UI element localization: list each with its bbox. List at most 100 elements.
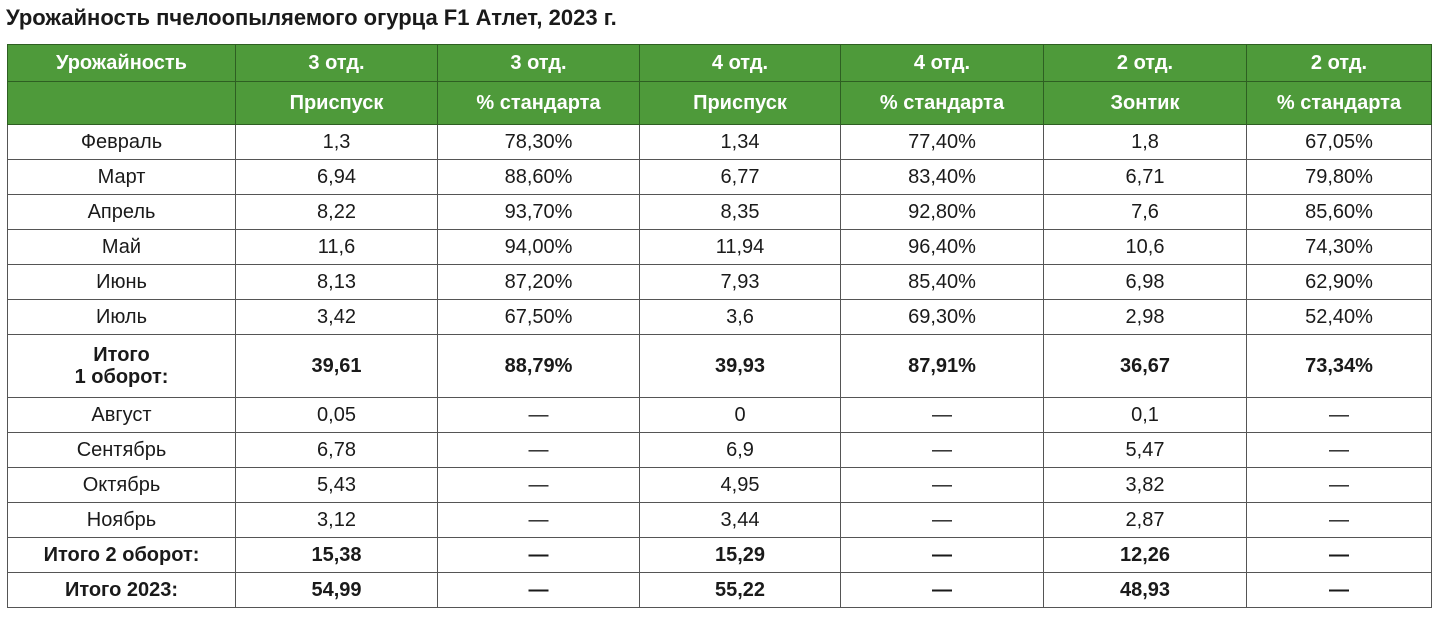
- table-cell: —: [1246, 432, 1432, 468]
- header-cell: % стандарта: [840, 81, 1044, 125]
- row-label-cell: Итого 1 оборот:: [7, 334, 236, 398]
- table-cell: 6,71: [1043, 159, 1247, 195]
- table-cell: 6,9: [639, 432, 841, 468]
- table-cell: 87,91%: [840, 334, 1044, 398]
- table-cell: 6,94: [235, 159, 438, 195]
- row-label-cell: Июль: [7, 299, 236, 335]
- table-cell: —: [437, 397, 640, 433]
- table-row: Итого 2023: 54,99—55,22—48,93—: [7, 572, 1432, 608]
- table-cell: 73,34%: [1246, 334, 1432, 398]
- row-label-cell: Сентябрь: [7, 432, 236, 468]
- table-cell: 1,3: [235, 124, 438, 160]
- table-cell: 88,79%: [437, 334, 640, 398]
- table-cell: 3,6: [639, 299, 841, 335]
- row-label-cell: Итого 2 оборот:: [7, 537, 236, 573]
- table-cell: 79,80%: [1246, 159, 1432, 195]
- table-cell: 15,29: [639, 537, 841, 573]
- table-cell: 1,8: [1043, 124, 1247, 160]
- table-cell: 48,93: [1043, 572, 1247, 608]
- header-cell: 2 отд.: [1246, 44, 1432, 82]
- table-row: Ноябрь 3,12—3,44—2,87—: [7, 502, 1432, 538]
- table-row: Итого 2 оборот: 15,38—15,29—12,26—: [7, 537, 1432, 573]
- table-row: Апрель 8,22 93,70% 8,35 92,80% 7,6 85,60%: [7, 194, 1432, 230]
- table-cell: 7,93: [639, 264, 841, 300]
- table-cell: 0,05: [235, 397, 438, 433]
- table-row: Февраль 1,3 78,30% 1,34 77,40% 1,8 67,05%: [7, 124, 1432, 160]
- yield-table: Урожайность 3 отд. 3 отд. 4 отд. 4 отд. …: [7, 44, 1432, 608]
- table-row: Итого 1 оборот: 39,61 88,79% 39,93 87,91% 36,6…: [7, 334, 1432, 398]
- row-label-cell: Итого 2023:: [7, 572, 236, 608]
- table-cell: 8,13: [235, 264, 438, 300]
- table-cell: 67,50%: [437, 299, 640, 335]
- header-cell: 4 отд.: [639, 44, 841, 82]
- header-row-1: Урожайность 3 отд. 3 отд. 4 отд. 4 отд. …: [7, 44, 1432, 82]
- table-cell: 87,20%: [437, 264, 640, 300]
- table-cell: 5,47: [1043, 432, 1247, 468]
- table-cell: —: [437, 432, 640, 468]
- table-cell: 67,05%: [1246, 124, 1432, 160]
- table-cell: 78,30%: [437, 124, 640, 160]
- table-row: Сентябрь 6,78—6,9—5,47—: [7, 432, 1432, 468]
- table-cell: 69,30%: [840, 299, 1044, 335]
- row-label-cell: Апрель: [7, 194, 236, 230]
- table-cell: 52,40%: [1246, 299, 1432, 335]
- table-cell: —: [1246, 397, 1432, 433]
- table-cell: 6,77: [639, 159, 841, 195]
- table-cell: 85,40%: [840, 264, 1044, 300]
- row-label-cell: Март: [7, 159, 236, 195]
- table-cell: 8,35: [639, 194, 841, 230]
- table-header: Урожайность 3 отд. 3 отд. 4 отд. 4 отд. …: [7, 44, 1432, 125]
- table-cell: 94,00%: [437, 229, 640, 265]
- table-cell: 77,40%: [840, 124, 1044, 160]
- table-cell: 5,43: [235, 467, 438, 503]
- header-cell: Приспуск: [639, 81, 841, 125]
- table-row: Май 11,6 94,00% 11,94 96,40% 10,6 74,30%: [7, 229, 1432, 265]
- row-label-cell: Май: [7, 229, 236, 265]
- row-label-cell: Июнь: [7, 264, 236, 300]
- table-cell: 11,6: [235, 229, 438, 265]
- table-cell: 88,60%: [437, 159, 640, 195]
- table-cell: 6,98: [1043, 264, 1247, 300]
- header-cell: Приспуск: [235, 81, 438, 125]
- table-cell: 85,60%: [1246, 194, 1432, 230]
- table-cell: 4,95: [639, 467, 841, 503]
- table-cell: 54,99: [235, 572, 438, 608]
- table-cell: —: [437, 467, 640, 503]
- header-cell: [7, 81, 236, 125]
- table-cell: 93,70%: [437, 194, 640, 230]
- table-cell: 39,61: [235, 334, 438, 398]
- table-cell: 3,12: [235, 502, 438, 538]
- table-cell: 92,80%: [840, 194, 1044, 230]
- table-cell: —: [840, 572, 1044, 608]
- table-cell: 12,26: [1043, 537, 1247, 573]
- table-cell: 8,22: [235, 194, 438, 230]
- table-cell: 3,44: [639, 502, 841, 538]
- table-cell: —: [840, 467, 1044, 503]
- header-cell: Урожайность: [7, 44, 236, 82]
- table-cell: 3,82: [1043, 467, 1247, 503]
- row-label-cell: Февраль: [7, 124, 236, 160]
- header-cell: % стандарта: [437, 81, 640, 125]
- table-cell: —: [437, 502, 640, 538]
- table-cell: 62,90%: [1246, 264, 1432, 300]
- table-cell: 2,87: [1043, 502, 1247, 538]
- row-label-cell: Ноябрь: [7, 502, 236, 538]
- header-cell: 4 отд.: [840, 44, 1044, 82]
- table-cell: 3,42: [235, 299, 438, 335]
- table-row: Март 6,94 88,60% 6,77 83,40% 6,71 79,80%: [7, 159, 1432, 195]
- table-cell: 39,93: [639, 334, 841, 398]
- table-cell: 96,40%: [840, 229, 1044, 265]
- header-cell: % стандарта: [1246, 81, 1432, 125]
- header-cell: 3 отд.: [437, 44, 640, 82]
- table-cell: —: [840, 502, 1044, 538]
- table-row: Июль 3,42 67,50% 3,6 69,30% 2,98 52,40%: [7, 299, 1432, 335]
- table-cell: —: [1246, 537, 1432, 573]
- row-label-cell: Август: [7, 397, 236, 433]
- table-cell: 15,38: [235, 537, 438, 573]
- row-label-cell: Октябрь: [7, 467, 236, 503]
- table-body: Февраль 1,3 78,30% 1,34 77,40% 1,8 67,05% Март 6…: [7, 124, 1432, 608]
- table-title: Урожайность пчелоопыляемого огурца F1 Ат…: [6, 5, 617, 30]
- table-cell: 6,78: [235, 432, 438, 468]
- table-cell: 83,40%: [840, 159, 1044, 195]
